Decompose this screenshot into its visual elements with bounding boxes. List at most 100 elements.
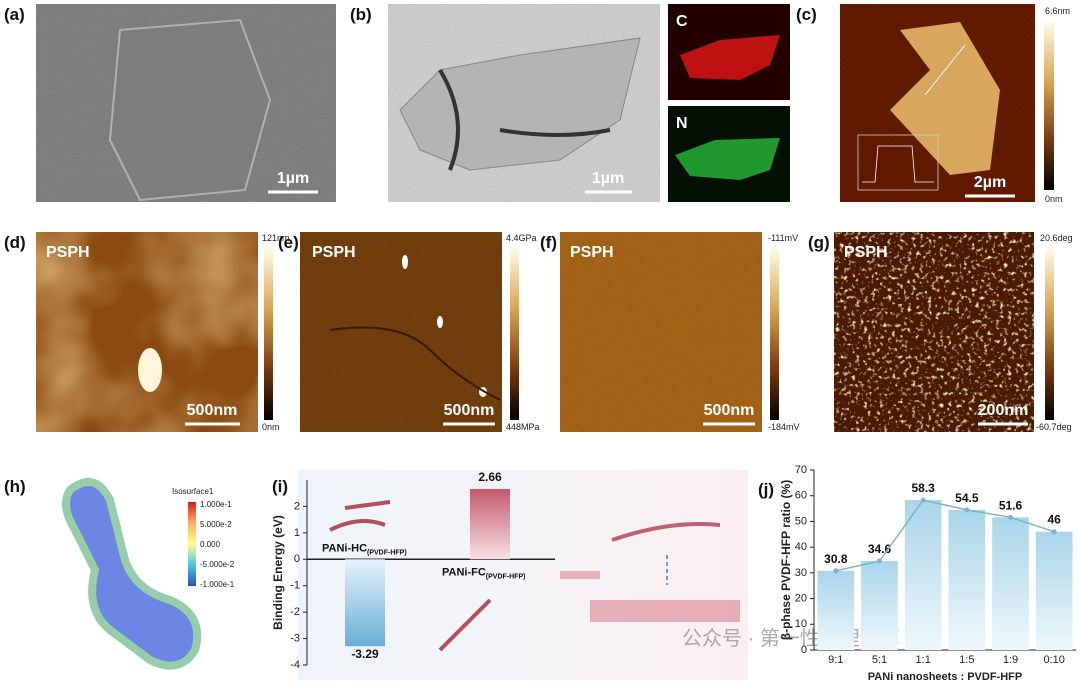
colorbar-label: 0nm	[262, 422, 280, 432]
x-tick-label: 9:1	[828, 654, 843, 666]
eds-signal	[675, 138, 780, 180]
y-tick-label: -3	[290, 632, 300, 644]
bar	[904, 500, 942, 650]
x-tick-label: 5:1	[872, 654, 887, 666]
kpfm-image	[560, 232, 762, 432]
bar	[345, 559, 385, 647]
category-subscript: (PVDF-HFP)	[367, 549, 407, 556]
line-marker	[833, 568, 839, 574]
y-tick-label: -4	[290, 659, 300, 671]
scale-label: 500nm	[444, 402, 495, 419]
y-tick-label: 60	[795, 490, 807, 502]
category-label: PANi-HC(PVDF-HFP)	[322, 542, 407, 556]
y-tick-label: 20	[795, 592, 807, 604]
colorbar-label: 4.4GPa	[506, 233, 537, 243]
x-tick-label: 1:5	[959, 654, 974, 666]
value-label: -3.29	[351, 647, 379, 661]
colorbar-label: -184mV	[768, 422, 800, 432]
value-label: 30.8	[824, 552, 848, 566]
colorbar	[1045, 248, 1054, 420]
y-tick-label: 2	[294, 500, 300, 512]
colorbar-label: 448MPa	[506, 422, 540, 432]
colorbar-label: -60.7deg	[1036, 422, 1072, 432]
colorbar-label: 121nm	[262, 233, 290, 243]
scale-label: 1µm	[277, 170, 309, 187]
line-marker	[1051, 529, 1057, 535]
scale-label: 200nm	[978, 402, 1029, 419]
colorbar	[770, 248, 779, 420]
sample-label: PSPH	[844, 244, 888, 261]
bar	[948, 509, 986, 650]
category-subscript: (PVDF-HFP)	[486, 573, 526, 580]
x-tick-label: 1:1	[916, 654, 931, 666]
x-tick-label: 0:10	[1043, 654, 1064, 666]
y-axis-label: Binding Energy (eV)	[271, 515, 285, 630]
panel-label: (d)	[4, 233, 26, 252]
panel-label: (h)	[4, 477, 26, 496]
map-label: C	[676, 13, 688, 30]
scale-label: 1µm	[592, 170, 624, 187]
line-marker	[920, 497, 926, 503]
value-label: 58.3	[911, 481, 935, 495]
tem-image	[388, 4, 660, 202]
panel-label: (e)	[278, 233, 299, 252]
y-tick-label: 50	[795, 515, 807, 527]
value-label: 2.66	[478, 470, 502, 484]
color-legend	[188, 502, 196, 586]
scale-label: 2µm	[974, 174, 1006, 191]
colorbar	[1044, 22, 1054, 190]
category-name: PANi-FC	[442, 566, 486, 578]
map-label: N	[676, 115, 688, 132]
molecule-illustration	[329, 500, 740, 652]
panel-label: (f)	[540, 233, 557, 252]
line-marker	[877, 558, 882, 564]
panel-label: (b)	[350, 5, 372, 24]
bar	[992, 517, 1029, 650]
legend-tick: 5.000e-2	[200, 520, 232, 529]
colorbar-label: 6.6nm	[1045, 6, 1070, 16]
eds-signal	[680, 35, 780, 80]
phase-image	[834, 232, 1034, 432]
legend-tick: -5.000e-2	[200, 560, 235, 569]
afm-modulus	[300, 232, 502, 432]
legend-title: Isosurface1	[172, 487, 214, 496]
panel-label: (j)	[758, 480, 774, 499]
trend-line	[835, 499, 1055, 572]
line-marker	[964, 507, 970, 513]
afm-image	[840, 4, 1035, 202]
value-label: 54.5	[955, 491, 979, 505]
sem-image	[36, 4, 336, 202]
bar	[1035, 531, 1073, 650]
panel-label: (a)	[4, 5, 25, 24]
y-tick-label: 40	[795, 541, 807, 553]
value-label: 46	[1047, 513, 1061, 527]
value-label: 51.6	[999, 498, 1023, 512]
colorbar	[264, 248, 273, 420]
y-tick-label: 1	[294, 527, 300, 539]
afm-height	[36, 232, 258, 432]
colorbar-label: 20.6deg	[1040, 233, 1073, 243]
y-tick-label: 70	[795, 464, 807, 476]
molecule-isosurface	[62, 478, 202, 670]
y-axis-label: β-phase PVDF-HFP ratio (%)	[779, 480, 793, 640]
bar	[470, 488, 510, 560]
y-tick-label: 0	[801, 644, 807, 656]
sample-label: PSPH	[46, 244, 90, 261]
y-tick-label: 10	[795, 618, 807, 630]
sample-label: PSPH	[312, 244, 356, 261]
x-tick-label: 1:9	[1003, 654, 1018, 666]
x-axis-label: PANi nanosheets : PVDF-HFP	[868, 671, 1022, 683]
colorbar-label: 0nm	[1045, 194, 1063, 204]
scale-label: 500nm	[704, 402, 755, 419]
sample-label: PSPH	[570, 244, 614, 261]
line-marker	[1008, 514, 1013, 520]
colorbar-label: -111mV	[768, 233, 798, 243]
panel-label: (i)	[272, 477, 288, 496]
y-tick-label: 0	[294, 553, 300, 565]
category-name: PANi-HC	[322, 542, 367, 554]
panel-label: (c)	[796, 5, 817, 24]
legend-tick: 1.000e-1	[200, 500, 232, 509]
legend-tick: -1.000e-1	[200, 580, 235, 589]
panel-label: (g)	[808, 233, 830, 252]
